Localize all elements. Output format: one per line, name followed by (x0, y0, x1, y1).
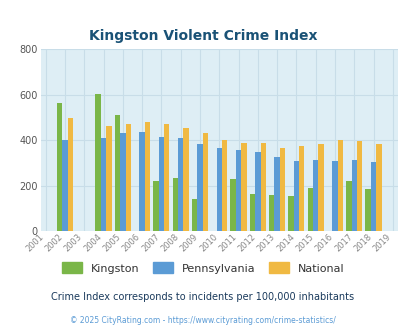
Bar (68, 117, 73, 231)
Bar (318, 144, 323, 231)
Bar (183, 128, 188, 231)
Bar (62, 140, 68, 231)
Bar (222, 140, 227, 231)
Bar (274, 157, 279, 231)
Bar (364, 189, 370, 231)
Text: © 2025 CityRating.com - https://www.cityrating.com/crime-statistics/: © 2025 CityRating.com - https://www.city… (70, 315, 335, 325)
Bar (95, 94, 100, 231)
Bar (172, 178, 177, 231)
Bar (164, 124, 169, 231)
Bar (307, 188, 312, 231)
Bar (241, 143, 246, 231)
Bar (351, 159, 356, 231)
Bar (345, 181, 351, 231)
Text: Kingston Violent Crime Index: Kingston Violent Crime Index (89, 29, 316, 43)
Bar (158, 137, 164, 231)
Bar (269, 195, 274, 231)
Text: Crime Index corresponds to incidents per 100,000 inhabitants: Crime Index corresponds to incidents per… (51, 292, 354, 302)
Bar (125, 124, 130, 231)
Bar (312, 159, 318, 231)
Bar (337, 140, 342, 231)
Bar (375, 144, 381, 231)
Bar (120, 133, 125, 231)
Bar (288, 196, 293, 231)
Bar (254, 151, 260, 231)
Bar (197, 144, 202, 231)
Bar (260, 143, 265, 231)
Bar (100, 138, 106, 231)
Bar (230, 179, 235, 231)
Bar (145, 122, 150, 231)
Bar (331, 161, 337, 231)
Bar (249, 194, 254, 231)
Bar (356, 141, 361, 231)
Bar (216, 148, 222, 231)
Bar (57, 103, 62, 231)
Bar (235, 150, 241, 231)
Bar (177, 138, 183, 231)
Bar (279, 148, 284, 231)
Bar (298, 146, 304, 231)
Bar (153, 181, 158, 231)
Bar (293, 161, 298, 231)
Bar (192, 199, 197, 231)
Bar (202, 133, 207, 231)
Legend: Kingston, Pennsylvania, National: Kingston, Pennsylvania, National (58, 258, 347, 278)
Bar (115, 115, 120, 231)
Bar (370, 162, 375, 231)
Bar (106, 125, 111, 231)
Bar (139, 132, 145, 231)
